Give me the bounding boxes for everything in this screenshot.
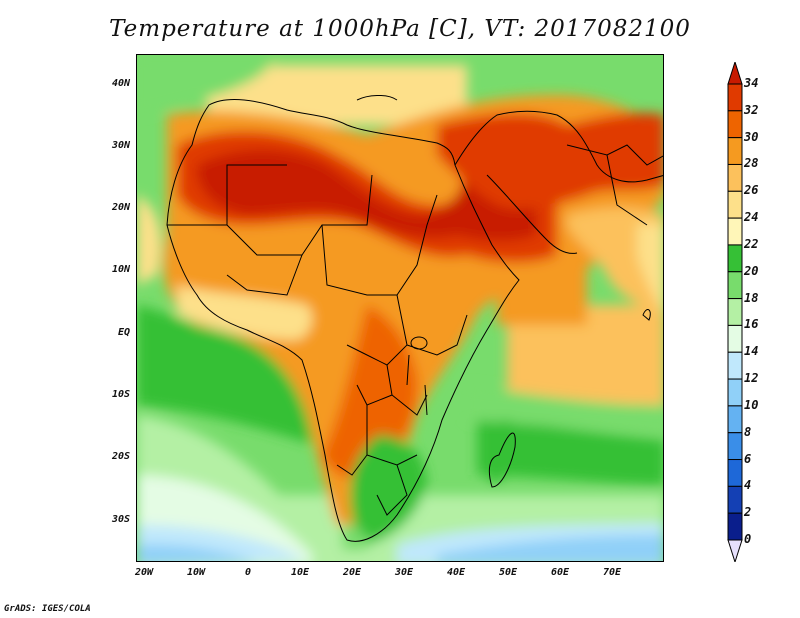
map-canvas <box>137 55 663 561</box>
colorbar-label: 2 <box>744 505 752 520</box>
lat-label-30s: 30S <box>111 514 130 525</box>
temperature-map <box>136 54 664 562</box>
colorbar-box <box>727 512 743 541</box>
colorbar-label: 22 <box>744 236 759 251</box>
colorbar-box <box>727 459 743 487</box>
colorbar-label: 12 <box>744 371 759 386</box>
lat-label-10n: 10N <box>111 264 130 275</box>
lat-label-30n: 30N <box>111 140 130 151</box>
credit-text: GrADS: IGES/COLA <box>4 604 91 614</box>
lat-label-10s: 10S <box>111 389 130 400</box>
colorbar <box>727 62 743 562</box>
colorbar-label: 8 <box>744 424 752 439</box>
lat-label-eq: EQ <box>117 327 130 338</box>
lon-label-50e: 50E <box>498 567 518 578</box>
colorbar-label: 4 <box>744 478 752 493</box>
lat-label-20n: 20N <box>111 202 130 213</box>
colorbar-box <box>727 163 743 192</box>
lon-label-20e: 20E <box>342 567 362 578</box>
colorbar-over-triangle <box>727 62 743 85</box>
colorbar-box <box>727 485 743 514</box>
lon-label-20w: 20W <box>134 567 154 578</box>
colorbar-box <box>727 137 743 165</box>
colorbar-label: 6 <box>744 451 752 466</box>
colorbar-label: 34 <box>744 76 759 90</box>
lon-label-10e: 10E <box>290 567 310 578</box>
colorbar-label: 28 <box>744 156 759 171</box>
colorbar-box <box>727 83 743 112</box>
colorbar-box <box>727 351 743 380</box>
lon-label-0: 0 <box>244 567 252 578</box>
colorbar-box <box>727 217 743 246</box>
country-borders <box>166 95 663 542</box>
lat-label-40n: 40N <box>111 78 130 89</box>
temperature-field <box>137 55 663 561</box>
colorbar-label: 14 <box>744 344 759 359</box>
colorbar-box <box>727 324 743 353</box>
colorbar-box <box>727 432 743 461</box>
colorbar-label: 20 <box>744 263 759 278</box>
colorbar-box <box>727 298 743 326</box>
colorbar-label: 32 <box>744 102 759 117</box>
colorbar-label: 0 <box>744 532 752 546</box>
colorbar-box <box>727 378 743 407</box>
colorbar-label: 24 <box>744 210 759 225</box>
colorbar-label: 26 <box>744 183 759 198</box>
colorbar-box <box>727 110 743 139</box>
colorbar-label: 10 <box>744 397 759 412</box>
lon-label-60e: 60E <box>550 567 570 578</box>
lon-label-70e: 70E <box>602 567 622 578</box>
colorbar-box <box>727 271 743 300</box>
colorbar-box <box>727 405 743 434</box>
colorbar-label: 18 <box>744 290 759 305</box>
map-title: Temperature at 1000hPa [C], VT: 20170821… <box>109 16 691 42</box>
lakes <box>406 336 428 416</box>
lon-label-40e: 40E <box>446 567 466 578</box>
colorbar-box <box>727 190 743 219</box>
lon-label-10w: 10W <box>186 567 206 578</box>
lon-label-30e: 30E <box>394 567 414 578</box>
colorbar-under-triangle <box>727 539 743 562</box>
colorbar-label: 16 <box>744 317 759 332</box>
colorbar-label: 30 <box>744 129 759 144</box>
colorbar-box <box>727 244 743 273</box>
lat-label-20s: 20S <box>111 451 130 462</box>
